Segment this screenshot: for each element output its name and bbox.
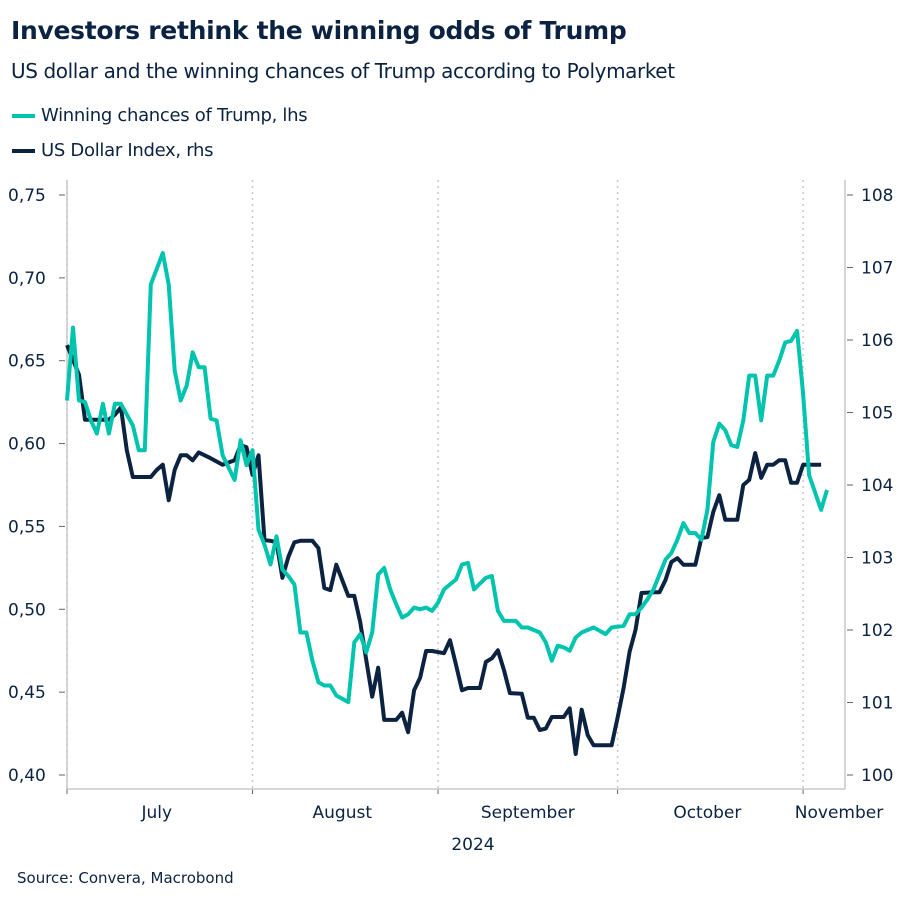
source-note: Source: Convera, Macrobond	[17, 869, 234, 887]
y-right-tick-label: 103	[861, 549, 893, 569]
legend-item-trump-chances: Winning chances of Trump, lhs	[12, 105, 308, 126]
legend-swatch-teal	[12, 113, 35, 118]
x-tick-label: August	[313, 803, 373, 823]
y-left-tick-label: 0,55	[8, 517, 46, 537]
y-left-tick-label: 0,65	[8, 352, 46, 372]
y-right-tick-label: 104	[861, 476, 893, 496]
y-right-tick-label: 105	[861, 404, 893, 424]
y-right-tick-label: 102	[861, 621, 893, 641]
y-left-tick-label: 0,50	[8, 600, 46, 620]
y-left-tick-label: 0,40	[8, 766, 46, 786]
chart-subtitle: US dollar and the winning chances of Tru…	[11, 59, 675, 83]
y-right-tick-label: 106	[861, 331, 893, 351]
y-right-tick-label: 101	[861, 694, 893, 714]
legend-swatch-navy	[12, 148, 35, 153]
legend-label: Winning chances of Trump, lhs	[41, 105, 308, 126]
x-tick-label: July	[140, 803, 172, 823]
y-right-tick-label: 108	[861, 186, 893, 206]
y-left-tick-label: 0,60	[8, 435, 46, 455]
y-right-tick-label: 107	[861, 259, 893, 279]
x-tick-label: November	[795, 803, 883, 823]
series-line-trump-chances	[65, 251, 829, 705]
legend-label: US Dollar Index, rhs	[41, 140, 214, 161]
y-right-tick-label: 100	[861, 766, 893, 786]
legend-item-dollar-index: US Dollar Index, rhs	[12, 140, 214, 161]
y-left-tick-label: 0,70	[8, 269, 46, 289]
series-line-dollar-index	[65, 344, 822, 756]
x-axis-year-label: 2024	[451, 835, 494, 855]
x-tick-label: October	[673, 803, 741, 823]
x-tick-label: September	[481, 803, 575, 823]
y-left-tick-label: 0,75	[8, 186, 46, 206]
chart-title: Investors rethink the winning odds of Tr…	[11, 16, 627, 45]
y-left-tick-label: 0,45	[8, 683, 46, 703]
